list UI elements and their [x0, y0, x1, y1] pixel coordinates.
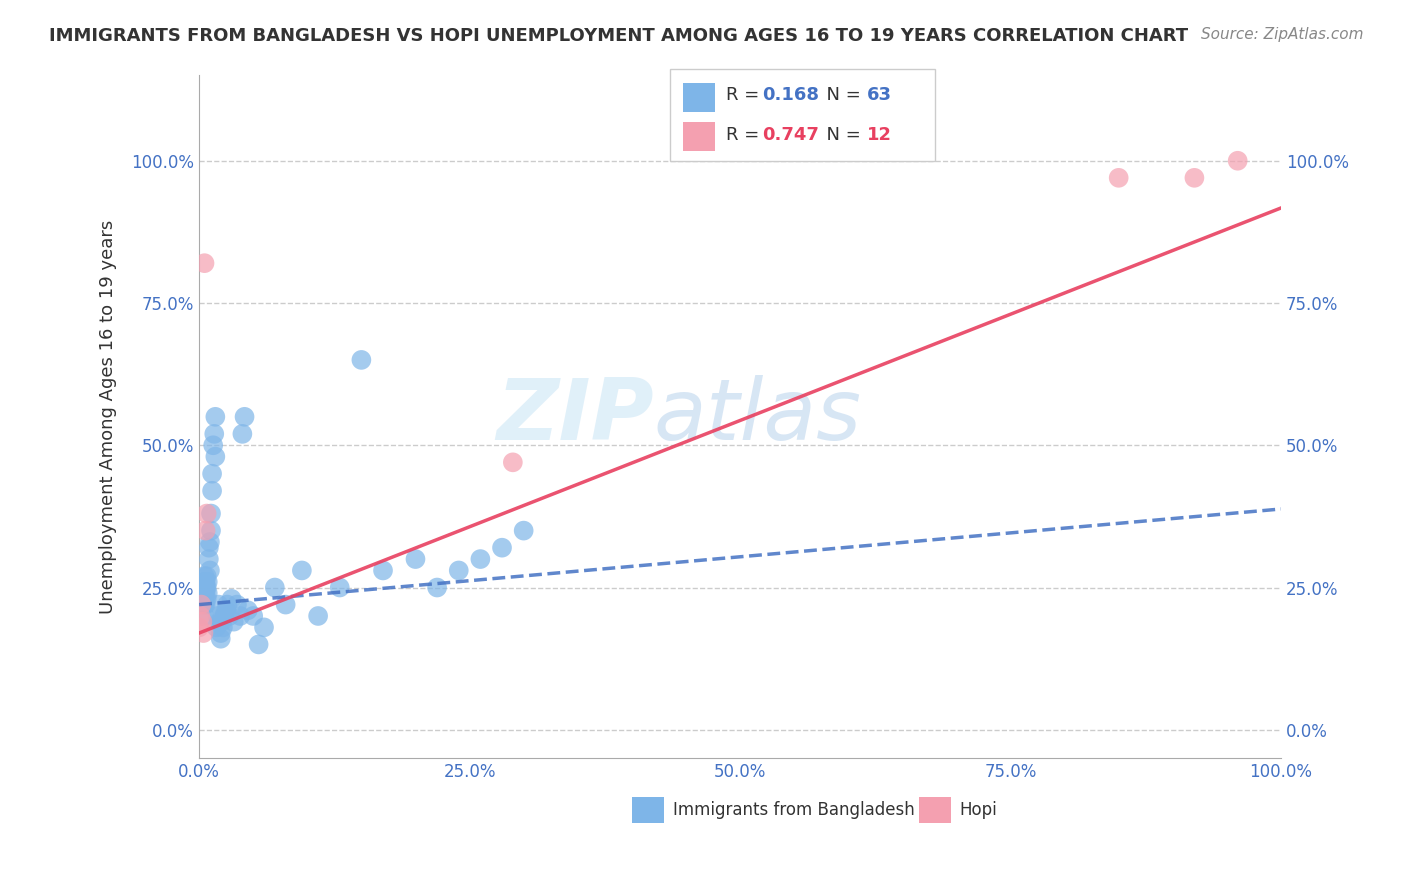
Point: [221, 591, 243, 606]
Point: [201, 483, 224, 498]
Point: [198, 541, 221, 555]
Text: 12: 12: [866, 127, 891, 145]
Point: [188, 609, 211, 624]
Point: [190, 598, 212, 612]
Point: [193, 569, 215, 583]
Bar: [683, 122, 716, 151]
Point: [512, 524, 534, 538]
Point: [229, 609, 252, 624]
Y-axis label: Unemployment Among Ages 16 to 19 years: Unemployment Among Ages 16 to 19 years: [100, 219, 117, 614]
Point: [204, 409, 226, 424]
Text: Hopi: Hopi: [960, 801, 997, 819]
Text: ZIP: ZIP: [496, 376, 654, 458]
Text: Immigrants from Bangladesh: Immigrants from Bangladesh: [673, 801, 915, 819]
Point: [222, 615, 245, 629]
Point: [202, 438, 225, 452]
Point: [198, 552, 221, 566]
Point: [195, 507, 218, 521]
Point: [212, 609, 235, 624]
Point: [405, 552, 427, 566]
Point: [426, 581, 449, 595]
Point: [205, 620, 228, 634]
Text: 0.168: 0.168: [762, 87, 818, 104]
Point: [193, 598, 215, 612]
Point: [215, 603, 238, 617]
Point: [193, 591, 215, 606]
Point: [307, 609, 329, 624]
Point: [193, 626, 215, 640]
Point: [207, 609, 229, 624]
Point: [194, 598, 217, 612]
Point: [217, 598, 239, 612]
Point: [329, 581, 352, 595]
Point: [195, 581, 218, 595]
Point: [491, 541, 513, 555]
Bar: [918, 797, 950, 823]
Bar: [683, 83, 716, 112]
Point: [263, 581, 285, 595]
Text: 63: 63: [866, 87, 891, 104]
Point: [1226, 153, 1249, 168]
Point: [191, 615, 214, 629]
Text: IMMIGRANTS FROM BANGLADESH VS HOPI UNEMPLOYMENT AMONG AGES 16 TO 19 YEARS CORREL: IMMIGRANTS FROM BANGLADESH VS HOPI UNEMP…: [49, 27, 1188, 45]
Point: [188, 620, 211, 634]
Point: [1108, 170, 1130, 185]
Text: Source: ZipAtlas.com: Source: ZipAtlas.com: [1201, 27, 1364, 42]
Point: [202, 426, 225, 441]
Point: [198, 535, 221, 549]
Point: [274, 598, 297, 612]
Point: [209, 632, 232, 646]
Point: [193, 581, 215, 595]
Point: [200, 524, 222, 538]
Point: [447, 564, 470, 578]
Point: [226, 598, 249, 612]
Point: [195, 591, 218, 606]
Point: [236, 603, 259, 617]
Text: atlas: atlas: [654, 376, 862, 458]
Point: [193, 256, 215, 270]
Point: [193, 609, 215, 624]
Point: [350, 352, 373, 367]
Point: [194, 586, 217, 600]
Point: [194, 524, 217, 538]
Point: [200, 507, 222, 521]
Text: 0.747: 0.747: [762, 127, 818, 145]
Point: [208, 615, 231, 629]
Point: [209, 626, 232, 640]
Text: R =: R =: [725, 87, 765, 104]
Point: [197, 574, 219, 589]
Point: [1184, 170, 1206, 185]
Point: [291, 564, 314, 578]
Point: [233, 409, 256, 424]
Point: [198, 564, 221, 578]
Point: [212, 620, 235, 634]
Point: [231, 426, 253, 441]
Text: R =: R =: [725, 127, 765, 145]
Point: [193, 574, 215, 589]
FancyBboxPatch shape: [669, 69, 935, 161]
Point: [211, 615, 233, 629]
Bar: [631, 797, 664, 823]
Text: N =: N =: [814, 127, 866, 145]
Point: [194, 581, 217, 595]
Point: [218, 609, 240, 624]
Point: [194, 574, 217, 589]
Point: [242, 609, 264, 624]
Point: [197, 586, 219, 600]
Point: [470, 552, 492, 566]
Point: [195, 569, 218, 583]
Point: [502, 455, 524, 469]
Point: [201, 467, 224, 481]
Point: [204, 450, 226, 464]
Point: [371, 564, 394, 578]
Text: N =: N =: [814, 87, 866, 104]
Point: [247, 637, 270, 651]
Point: [207, 598, 229, 612]
Point: [193, 586, 215, 600]
Point: [253, 620, 276, 634]
